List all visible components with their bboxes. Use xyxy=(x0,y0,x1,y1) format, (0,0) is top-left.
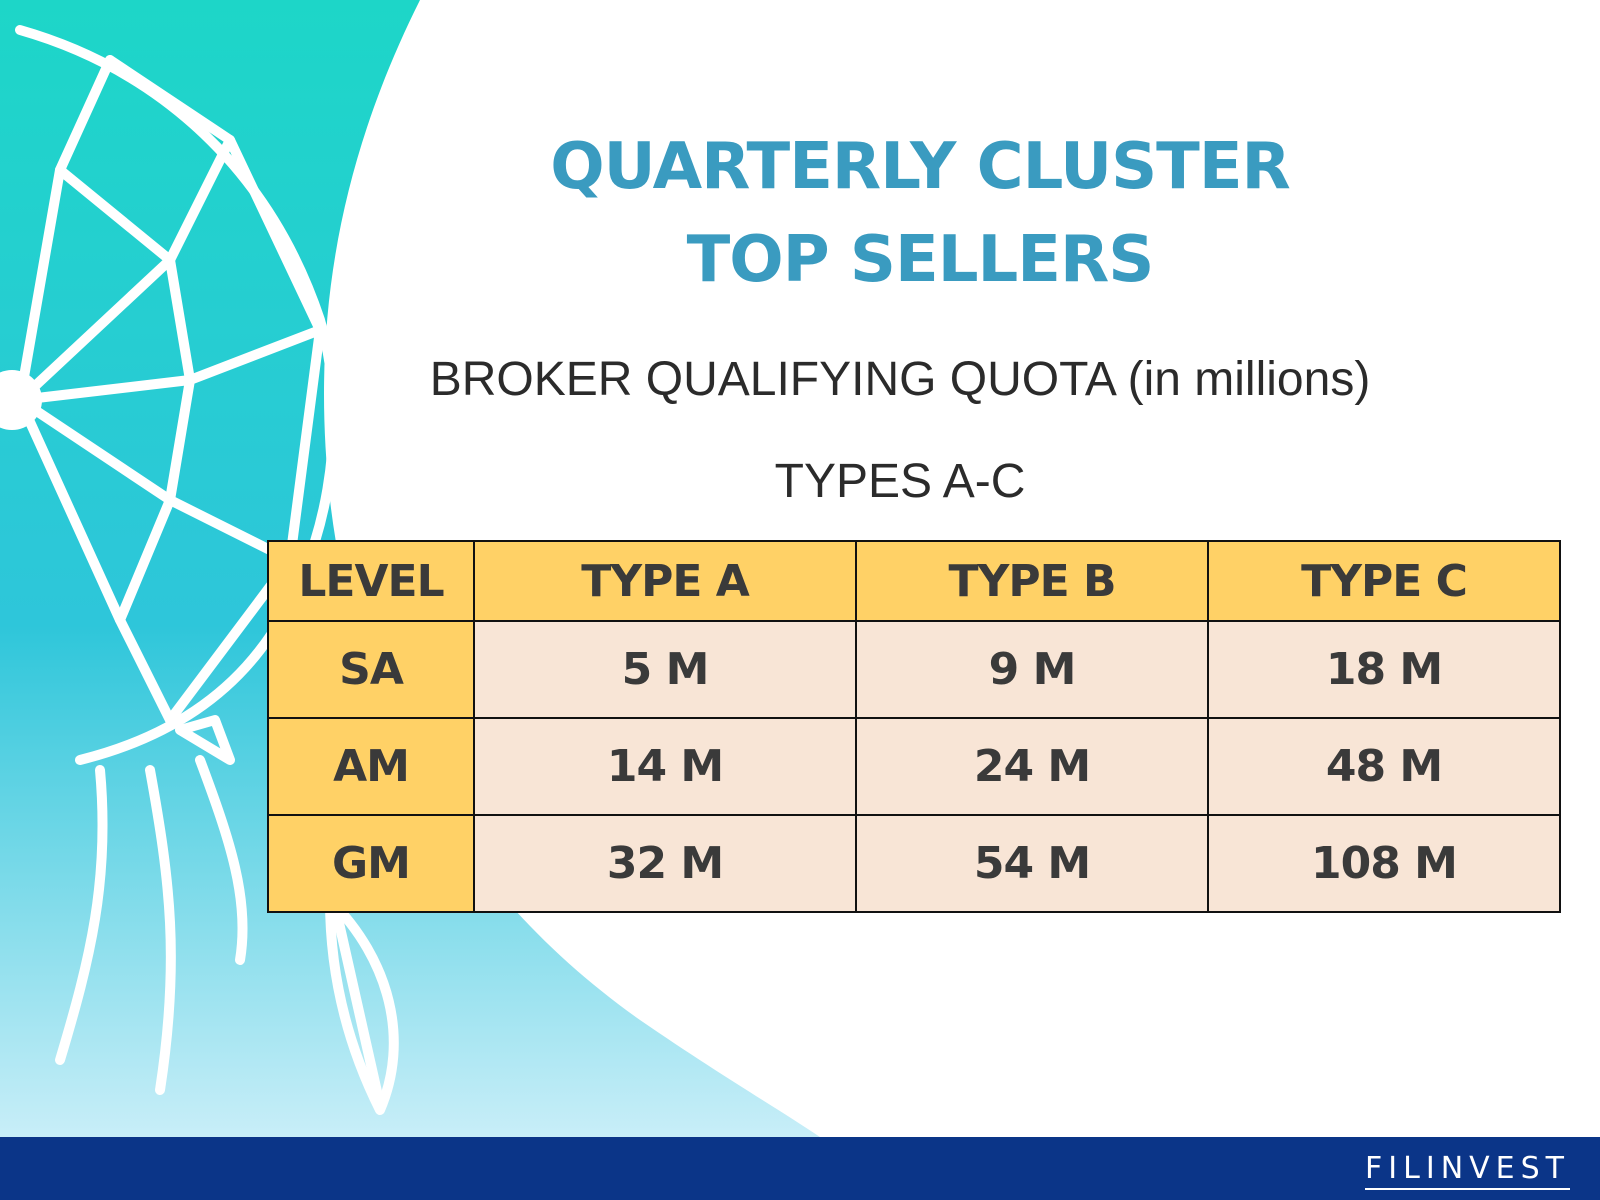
header-type-a: TYPE A xyxy=(473,540,857,622)
footer-bar: FILINVEST xyxy=(0,1137,1600,1200)
header-type-c: TYPE C xyxy=(1207,540,1561,622)
table-row: SA 5 M 9 M 18 M xyxy=(267,620,1561,719)
filinvest-logo: FILINVEST xyxy=(1365,1151,1570,1190)
value-cell: 24 M xyxy=(855,717,1209,816)
page-title-line-1: QUARTERLY CLUSTER xyxy=(550,130,1291,204)
table-row: GM 32 M 54 M 108 M xyxy=(267,814,1561,913)
table-row: AM 14 M 24 M 48 M xyxy=(267,717,1561,816)
types-caption: TYPES A-C xyxy=(774,455,1026,508)
value-cell: 54 M xyxy=(855,814,1209,913)
value-cell: 108 M xyxy=(1207,814,1561,913)
value-cell: 32 M xyxy=(473,814,857,913)
level-cell: AM xyxy=(267,717,475,816)
value-cell: 5 M xyxy=(473,620,857,719)
value-cell: 48 M xyxy=(1207,717,1561,816)
quota-table: LEVEL TYPE A TYPE B TYPE C SA 5 M 9 M 18… xyxy=(267,540,1561,913)
value-cell: 14 M xyxy=(473,717,857,816)
level-cell: SA xyxy=(267,620,475,719)
header-level: LEVEL xyxy=(267,540,475,622)
table-header-row: LEVEL TYPE A TYPE B TYPE C xyxy=(267,540,1561,622)
level-cell: GM xyxy=(267,814,475,913)
value-cell: 9 M xyxy=(855,620,1209,719)
header-type-b: TYPE B xyxy=(855,540,1209,622)
quota-subtitle: BROKER QUALIFYING QUOTA (in millions) xyxy=(429,353,1371,406)
page-title-line-2: TOP SELLERS xyxy=(686,223,1155,297)
value-cell: 18 M xyxy=(1207,620,1561,719)
